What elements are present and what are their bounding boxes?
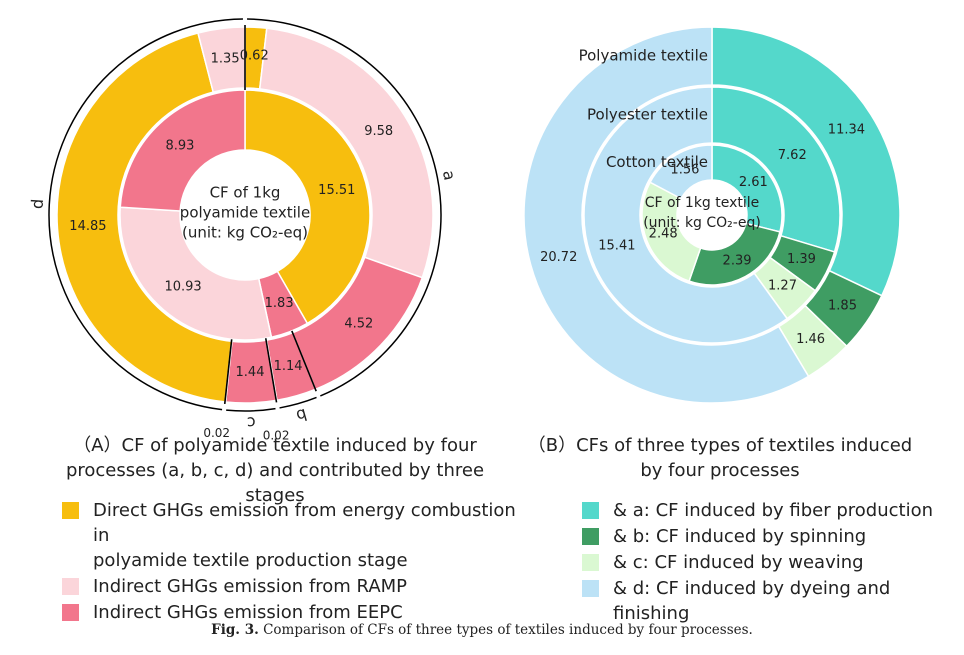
process-label-b: b	[294, 405, 309, 426]
ring-1-label-spinning: 1.39	[787, 252, 816, 267]
legend-b-item-spinning: & b: CF induced by spinning	[582, 524, 952, 549]
legend-swatch-fiber	[582, 502, 599, 519]
ring-name-0: Polyamide textile	[579, 47, 708, 65]
ring-2-segment-weaving	[641, 181, 702, 283]
outer-segment-d-direct	[56, 32, 233, 403]
center-b-line-0: CF of 1kg textile	[645, 195, 760, 211]
outer-label-d-ramp: 1.35	[211, 51, 240, 66]
ring-2-label-weaving: 2.48	[649, 227, 678, 242]
legend-b-item-weaving: & c: CF induced by weaving	[582, 550, 952, 575]
ring-0-label-fiber: 11.34	[828, 123, 865, 138]
legend-swatch-ramp	[62, 578, 79, 595]
process-label-d: d	[28, 198, 48, 209]
legend-swatch-dyeing	[582, 580, 599, 597]
ring-0-segment-dyeing	[523, 26, 810, 404]
outer-label-a-direct: 0.62	[240, 48, 269, 63]
inner-label-ramp-2: 10.93	[164, 280, 201, 295]
ring-1-label-weaving: 1.27	[768, 278, 797, 293]
ring-name-1: Polyester textile	[587, 106, 708, 124]
ring-0-segment-fiber	[711, 26, 901, 297]
subtitle-a-line2: processes (a, b, c, d) and contributed b…	[65, 460, 485, 506]
ring-name-2: Cotton textile	[606, 153, 708, 171]
outer-label-c-direct: 0.02	[203, 426, 230, 440]
process-arc-b	[279, 396, 317, 409]
process-label-a: a	[439, 169, 460, 182]
legend-a-label-direct-line2: polyamide textile production stage	[93, 550, 408, 571]
center-label-line-1: polyamide textile	[180, 204, 310, 222]
process-divider	[223, 339, 233, 405]
subtitle-a: （A）CF of polyamide textile induced by fo…	[40, 433, 510, 508]
legend-a-item-ramp: Indirect GHGs emission from RAMP	[62, 574, 532, 599]
inner-label-direct-0: 15.51	[318, 183, 355, 198]
ring-2-label-fiber: 2.61	[739, 175, 768, 190]
ring-0-label-weaving: 1.46	[796, 332, 825, 347]
legend-swatch-eepc	[62, 604, 79, 621]
process-arc-c	[226, 407, 276, 412]
ring-1-segment-dyeing	[583, 86, 789, 344]
legend-a-label-direct-line1: Direct GHGs emission from energy combust…	[93, 500, 516, 546]
legend-a-item-eepc: Indirect GHGs emission from EEPC	[62, 600, 532, 625]
legend-b-label-weaving: & c: CF induced by weaving	[613, 552, 864, 573]
legend-b-label-dyeing: & d: CF induced by dyeing and finishing	[613, 578, 891, 624]
legend-b-label-fiber: & a: CF induced by fiber production	[613, 500, 933, 521]
subtitle-b-line2: by four processes	[640, 460, 800, 481]
ring-0-label-spinning: 1.85	[828, 298, 857, 313]
inner-segment-ramp-2	[119, 206, 273, 341]
process-arc-a	[247, 18, 442, 397]
inner-segment-eepc-3	[119, 89, 246, 212]
outer-label-d-direct: 14.85	[69, 219, 106, 234]
legend-a-label-direct: Direct GHGs emission from energy combust…	[93, 498, 532, 573]
legend-b-item-fiber: & a: CF induced by fiber production	[582, 498, 952, 523]
outer-label-b-direct: 0.02	[263, 428, 290, 442]
ring-2-label-dyeing: 1.56	[670, 163, 699, 178]
legend-a-label-ramp: Indirect GHGs emission from RAMP	[93, 576, 408, 597]
subtitle-a-line1: （A）CF of polyamide textile induced by fo…	[73, 435, 477, 456]
process-label-c: c	[247, 413, 256, 432]
outer-label-a-ramp: 9.58	[364, 124, 393, 139]
legend-swatch-spinning	[582, 528, 599, 545]
ring-0-label-dyeing: 20.72	[540, 250, 577, 265]
center-label-line-2: (unit: kg CO₂-eq)	[182, 224, 308, 242]
ring-1-label-fiber: 7.62	[778, 148, 807, 163]
chart-b: 11.34 1.85 1.46 20.72 Polyamide textile 7.62 1…	[523, 26, 901, 404]
caption-label: Fig. 3.	[211, 622, 259, 638]
ring-1-segment-fiber	[711, 86, 841, 253]
ring-1-label-dyeing: 15.41	[598, 238, 635, 253]
ring-2-label-spinning: 2.39	[723, 254, 752, 269]
legend-b-item-dyeing: & d: CF induced by dyeing and finishing	[582, 576, 952, 626]
outer-label-b-eepc: 1.14	[274, 359, 303, 374]
outer-label-c-eepc: 1.44	[236, 365, 265, 380]
ring-2-segment-spinning	[688, 222, 781, 286]
outer-label-a-eepc: 4.52	[344, 316, 373, 331]
caption-text: Comparison of CFs of three types of text…	[258, 622, 753, 638]
center-label-line-0: CF of 1kg	[210, 184, 281, 202]
figure-caption: Fig. 3. Comparison of CFs of three types…	[0, 622, 964, 638]
subtitle-b: （B）CFs of three types of textiles induce…	[520, 433, 920, 483]
ring-2-segment-dyeing	[649, 144, 713, 200]
ring-2-segment-fiber	[711, 144, 783, 233]
legend-swatch-weaving	[582, 554, 599, 571]
inner-segment-direct-0	[244, 89, 371, 325]
chart-a: a b c d 0.62 9.58 4.52 1.14 0.02 1.44 0.02 14.85 1.3…	[28, 18, 460, 442]
subtitle-b-line1: （B）CFs of three types of textiles induce…	[527, 435, 913, 456]
legend-b: & a: CF induced by fiber production & b:…	[582, 498, 952, 627]
outer-segment-a-ramp	[258, 27, 434, 279]
process-divider	[264, 338, 278, 403]
process-arc-d	[48, 18, 243, 411]
center-b-line-1: (unit: kg CO₂-eq)	[643, 215, 761, 231]
process-divider	[291, 330, 317, 392]
legend-a-label-eepc: Indirect GHGs emission from EEPC	[93, 602, 403, 623]
inner-label-eepc-1: 1.83	[265, 296, 294, 311]
legend-swatch-direct	[62, 502, 79, 519]
legend-a-item-direct: Direct GHGs emission from energy combust…	[62, 498, 532, 573]
inner-label-eepc-3: 8.93	[165, 138, 194, 153]
legend-b-label-spinning: & b: CF induced by spinning	[613, 526, 867, 547]
legend-a: Direct GHGs emission from energy combust…	[62, 498, 532, 626]
